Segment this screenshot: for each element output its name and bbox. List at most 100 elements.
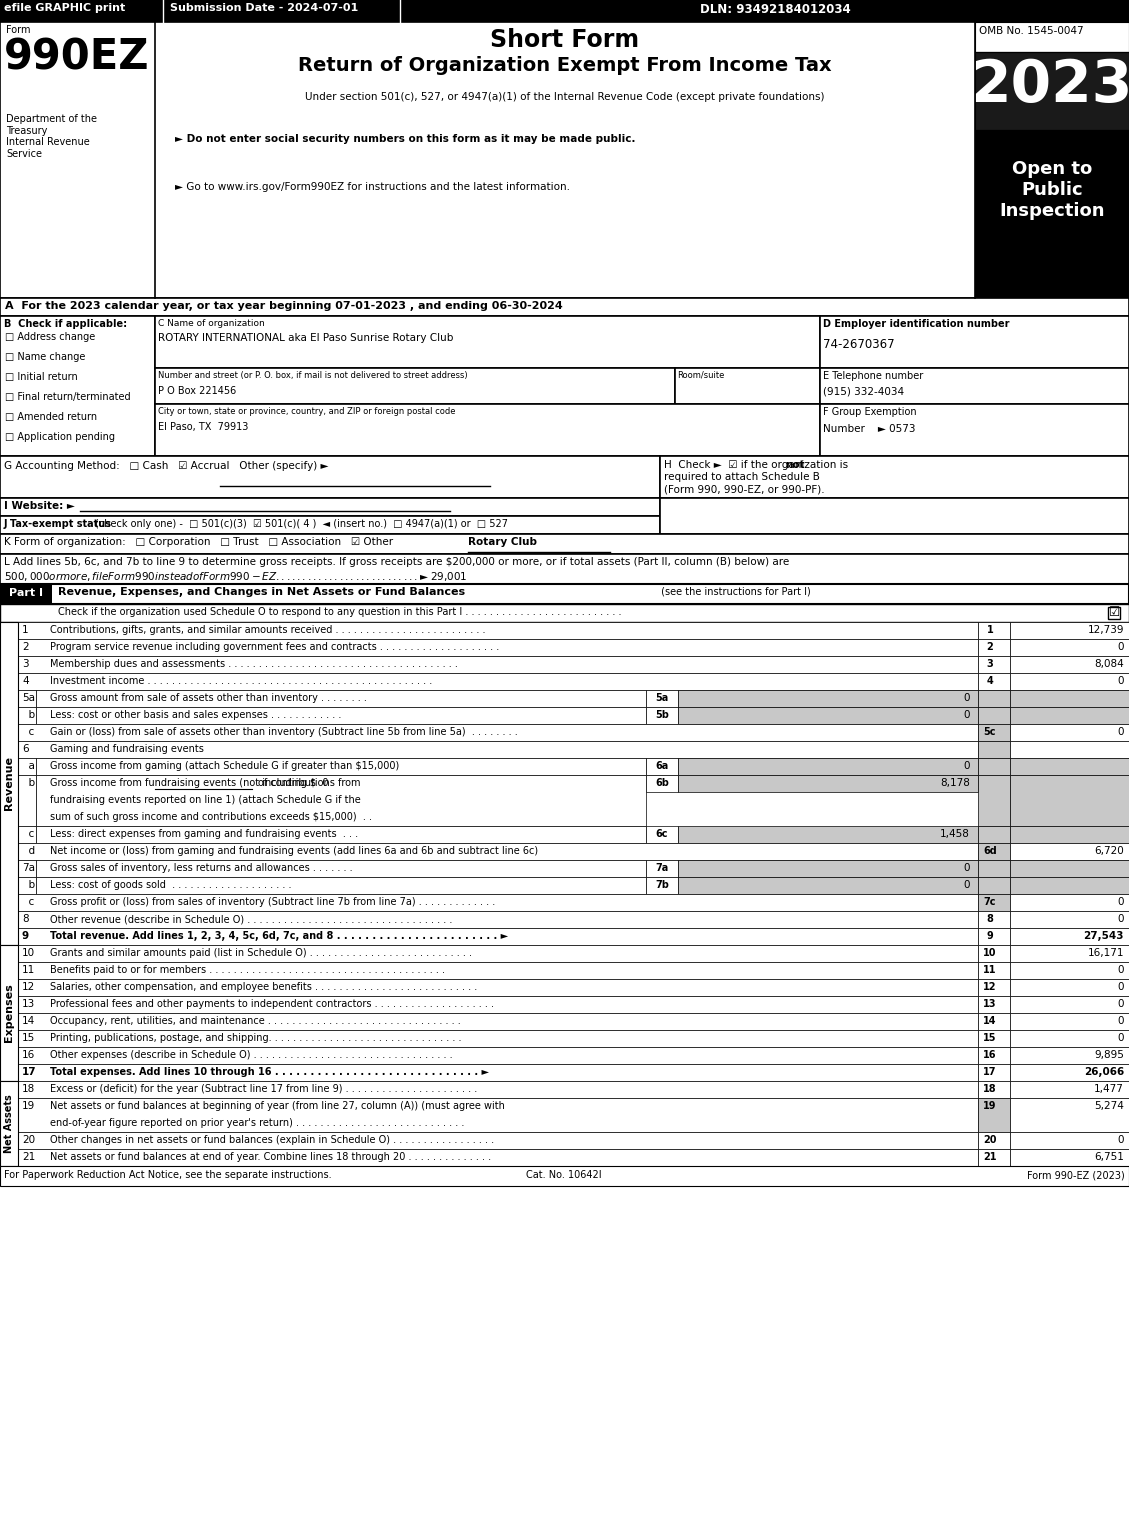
Bar (18, 979, 978, 996)
Text: Under section 501(c), 527, or 4947(a)(1) of the Internal Revenue Code (except pr: Under section 501(c), 527, or 4947(a)(1)… (305, 92, 825, 102)
Text: sum of such gross income and contributions exceeds $15,000)  . .: sum of such gross income and contributio… (50, 811, 371, 822)
Text: 0: 0 (1118, 1016, 1124, 1026)
Text: 12: 12 (21, 982, 35, 991)
Bar (679, 827, 978, 843)
Text: Net Assets: Net Assets (5, 1093, 14, 1153)
Text: 990EZ: 990EZ (5, 37, 149, 78)
Text: $500,000 or more, file Form 990 instead of Form 990-EZ . . . . . . . . . . . . .: $500,000 or more, file Form 990 instead … (5, 570, 467, 583)
Bar (0, 656, 18, 673)
Bar (1010, 1029, 1129, 1048)
Bar (0, 724, 18, 741)
Bar (0, 584, 1129, 604)
Bar (0, 1029, 18, 1048)
Bar (1010, 894, 1129, 910)
Text: 17: 17 (21, 1068, 36, 1077)
Text: Other revenue (describe in Schedule O) . . . . . . . . . . . . . . . . . . . . .: Other revenue (describe in Schedule O) .… (50, 913, 453, 924)
Bar (18, 1081, 978, 1098)
Text: Benefits paid to or for members . . . . . . . . . . . . . . . . . . . . . . . . : Benefits paid to or for members . . . . … (50, 965, 445, 974)
Text: 5a: 5a (655, 692, 668, 703)
Text: b: b (21, 711, 35, 720)
Text: 0: 0 (1118, 965, 1124, 974)
Text: 0: 0 (963, 880, 970, 891)
Bar (155, 404, 820, 456)
Text: E Telephone number: E Telephone number (823, 371, 924, 381)
Text: Gross income from fundraising events (not including $  0: Gross income from fundraising events (no… (50, 778, 329, 788)
Text: Open to
Public
Inspection: Open to Public Inspection (999, 160, 1105, 220)
Text: Gross income from gaming (attach Schedule G if greater than $15,000): Gross income from gaming (attach Schedul… (50, 761, 400, 772)
Text: Cat. No. 10642I: Cat. No. 10642I (526, 1170, 602, 1180)
Bar (679, 877, 978, 894)
Bar (1010, 622, 1129, 639)
Bar (978, 724, 1010, 741)
Bar (1010, 1048, 1129, 1064)
Bar (978, 622, 1010, 639)
Text: 5,274: 5,274 (1094, 1101, 1124, 1112)
Text: 19: 19 (983, 1101, 997, 1112)
Bar (18, 1013, 978, 1029)
Bar (978, 639, 1010, 656)
Bar (0, 515, 660, 534)
Text: 12,739: 12,739 (1087, 625, 1124, 634)
Bar (1010, 946, 1129, 962)
Bar (0, 0, 1129, 21)
Bar (0, 741, 18, 758)
Bar (36, 827, 646, 843)
Bar (0, 622, 18, 946)
Text: 16: 16 (21, 1051, 35, 1060)
Text: 0: 0 (1118, 897, 1124, 907)
Bar (0, 910, 18, 929)
Bar (1010, 775, 1129, 827)
Bar (18, 758, 36, 775)
Bar (978, 656, 1010, 673)
Bar (18, 639, 978, 656)
Text: 26,066: 26,066 (1084, 1068, 1124, 1077)
Bar (18, 860, 36, 877)
Bar (1010, 910, 1129, 929)
Text: Revenue: Revenue (5, 756, 14, 810)
Bar (0, 689, 18, 708)
Text: Net assets or fund balances at end of year. Combine lines 18 through 20 . . . . : Net assets or fund balances at end of ye… (50, 1151, 491, 1162)
Bar (1010, 827, 1129, 843)
Text: 9: 9 (21, 930, 29, 941)
Text: ☑: ☑ (1109, 605, 1120, 619)
Text: Gross profit or (loss) from sales of inventory (Subtract line 7b from line 7a) .: Gross profit or (loss) from sales of inv… (50, 897, 496, 907)
Text: For Paperwork Reduction Act Notice, see the separate instructions.: For Paperwork Reduction Act Notice, see … (5, 1170, 332, 1180)
Bar (0, 962, 18, 979)
Text: Return of Organization Exempt From Income Tax: Return of Organization Exempt From Incom… (298, 56, 832, 75)
Bar (18, 1132, 978, 1148)
Text: 0: 0 (1118, 676, 1124, 686)
Text: 0: 0 (963, 863, 970, 872)
Bar (975, 130, 1129, 320)
Bar (36, 877, 646, 894)
Text: 4: 4 (21, 676, 28, 686)
Bar (1010, 1098, 1129, 1132)
Bar (646, 860, 679, 877)
Text: Less: direct expenses from gaming and fundraising events  . . .: Less: direct expenses from gaming and fu… (50, 830, 358, 839)
Text: P O Box 221456: P O Box 221456 (158, 386, 236, 396)
Text: Check if the organization used Schedule O to respond to any question in this Par: Check if the organization used Schedule … (58, 607, 621, 618)
Text: Gaming and fundraising events: Gaming and fundraising events (50, 744, 204, 753)
Bar (18, 910, 978, 929)
Bar (0, 894, 18, 910)
Text: 21: 21 (983, 1151, 997, 1162)
Bar (18, 724, 978, 741)
Text: Other changes in net assets or fund balances (explain in Schedule O) . . . . . .: Other changes in net assets or fund bala… (50, 1135, 495, 1145)
Text: 14: 14 (983, 1016, 997, 1026)
Text: Membership dues and assessments . . . . . . . . . . . . . . . . . . . . . . . . : Membership dues and assessments . . . . … (50, 659, 458, 669)
Bar (0, 639, 18, 656)
Bar (1010, 1148, 1129, 1167)
Text: 9,895: 9,895 (1094, 1051, 1124, 1060)
Text: 6,751: 6,751 (1094, 1151, 1124, 1162)
Text: 8: 8 (21, 913, 28, 924)
Bar (18, 656, 978, 673)
Text: c: c (21, 830, 34, 839)
Text: J Tax-exempt status: J Tax-exempt status (5, 518, 115, 529)
Text: 11: 11 (983, 965, 997, 974)
Text: Submission Date - 2024-07-01: Submission Date - 2024-07-01 (170, 3, 358, 14)
Bar (1010, 1064, 1129, 1081)
Bar (1010, 1013, 1129, 1029)
Bar (0, 946, 18, 962)
Bar (18, 1148, 978, 1167)
Text: 8,178: 8,178 (940, 778, 970, 788)
Text: 6d: 6d (983, 846, 997, 856)
